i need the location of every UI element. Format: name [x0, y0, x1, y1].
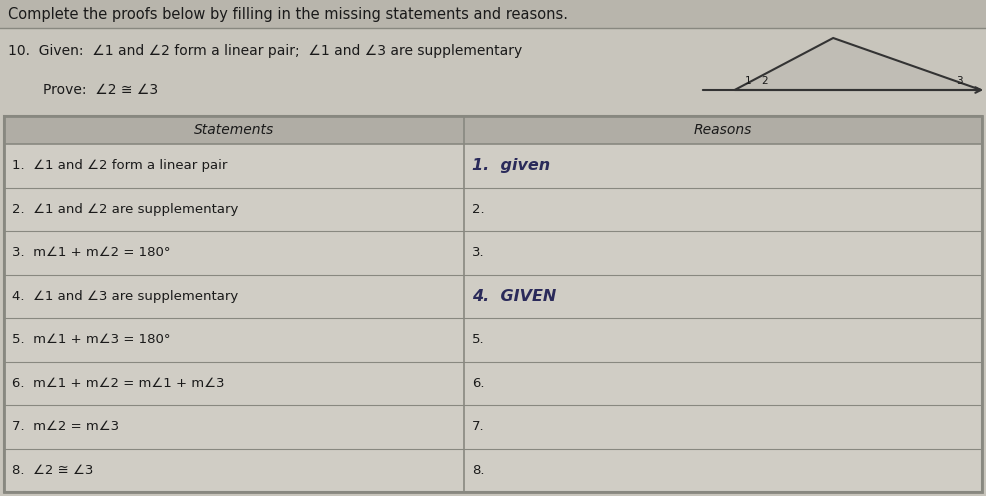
Polygon shape	[735, 38, 981, 90]
Bar	[4, 116, 982, 144]
Text: Statements: Statements	[193, 123, 274, 137]
Text: 2.: 2.	[471, 203, 484, 216]
Bar	[0, 0, 986, 28]
Text: 6.  m∠1 + m∠2 = m∠1 + m∠3: 6. m∠1 + m∠2 = m∠1 + m∠3	[12, 377, 225, 390]
Text: 3.  m∠1 + m∠2 = 180°: 3. m∠1 + m∠2 = 180°	[12, 246, 171, 259]
Text: 5.  m∠1 + m∠3 = 180°: 5. m∠1 + m∠3 = 180°	[12, 333, 171, 346]
Text: 5.: 5.	[471, 333, 484, 346]
Text: 2.  ∠1 and ∠2 are supplementary: 2. ∠1 and ∠2 are supplementary	[12, 203, 239, 216]
Text: 2: 2	[761, 76, 768, 86]
Text: 1: 1	[745, 76, 752, 86]
Text: Prove:  ∠2 ≅ ∠3: Prove: ∠2 ≅ ∠3	[8, 83, 158, 97]
Text: 3: 3	[955, 76, 962, 86]
Text: 1.  ∠1 and ∠2 form a linear pair: 1. ∠1 and ∠2 form a linear pair	[12, 159, 228, 172]
Text: 4.  GIVEN: 4. GIVEN	[471, 289, 556, 304]
Text: 4.  ∠1 and ∠3 are supplementary: 4. ∠1 and ∠3 are supplementary	[12, 290, 239, 303]
Text: 10.  Given:  ∠1 and ∠2 form a linear pair;  ∠1 and ∠3 are supplementary: 10. Given: ∠1 and ∠2 form a linear pair;…	[8, 44, 523, 58]
Bar	[0, 28, 986, 116]
Text: 8.: 8.	[471, 464, 484, 477]
Bar	[4, 116, 982, 492]
Text: 7.  m∠2 = m∠3: 7. m∠2 = m∠3	[12, 420, 119, 433]
Text: 8.  ∠2 ≅ ∠3: 8. ∠2 ≅ ∠3	[12, 464, 94, 477]
Text: Reasons: Reasons	[693, 123, 752, 137]
Text: 6.: 6.	[471, 377, 484, 390]
Bar	[4, 116, 982, 492]
Text: 7.: 7.	[471, 420, 484, 433]
Text: 1.  given: 1. given	[471, 158, 550, 173]
Text: 3.: 3.	[471, 246, 484, 259]
Text: Complete the proofs below by filling in the missing statements and reasons.: Complete the proofs below by filling in …	[8, 6, 568, 21]
